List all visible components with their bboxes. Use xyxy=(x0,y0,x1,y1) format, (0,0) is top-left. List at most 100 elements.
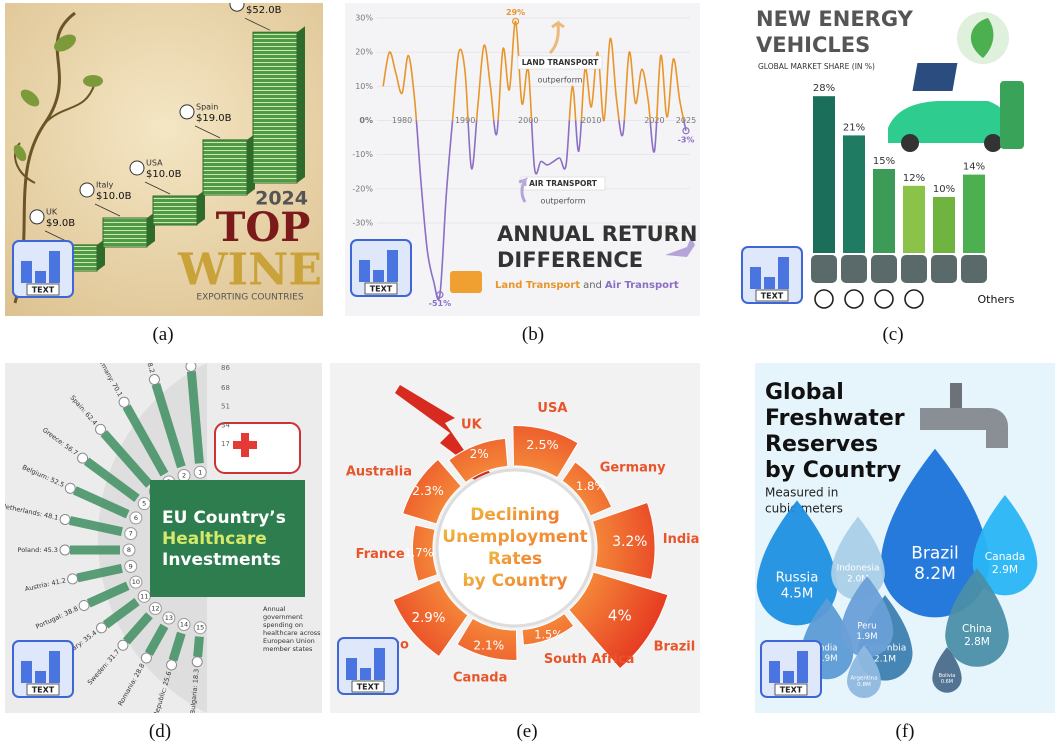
car xyxy=(961,255,987,283)
wheel xyxy=(901,134,919,152)
flag xyxy=(95,423,107,435)
point xyxy=(682,127,690,135)
data-label: 12% xyxy=(903,173,925,184)
icon-bar xyxy=(49,251,60,283)
annotation-arrow xyxy=(548,20,565,55)
data-label: 10% xyxy=(933,184,955,195)
icon-label: TEXT xyxy=(32,286,55,295)
wedge xyxy=(568,571,669,670)
drop xyxy=(972,495,1038,596)
data-label: 3.2% xyxy=(612,534,647,550)
rank-badge xyxy=(124,559,138,573)
data-label: 2.5% xyxy=(526,438,558,453)
title: ANNUAL RETURN xyxy=(497,222,697,246)
x-tick-label: Others xyxy=(978,293,1015,306)
car xyxy=(901,255,927,283)
truck xyxy=(450,271,482,293)
data-label: 29% xyxy=(506,8,525,17)
annotation-box xyxy=(517,55,603,70)
y-tick-label: -10% xyxy=(352,150,373,159)
data-label: 1.8% xyxy=(576,479,606,493)
drop xyxy=(847,645,881,698)
car xyxy=(888,101,1013,143)
flag xyxy=(117,639,129,651)
charger xyxy=(1000,81,1024,149)
data-label: 4.5M xyxy=(781,587,814,602)
category-label: China xyxy=(962,623,992,635)
bar xyxy=(83,457,140,502)
x-tick-label: 2025 xyxy=(676,116,696,125)
wedge xyxy=(512,425,579,479)
stack-side xyxy=(297,26,305,184)
bar xyxy=(86,581,130,608)
data-label: 2.9M xyxy=(992,563,1018,576)
category-label: UK xyxy=(461,417,483,432)
icon-bar xyxy=(769,661,780,683)
flag xyxy=(79,182,95,198)
data-label: 28% xyxy=(813,83,835,94)
title: DIFFERENCE xyxy=(497,248,643,272)
flag xyxy=(229,3,245,12)
title-box xyxy=(150,480,305,597)
rank-label: 11 xyxy=(140,592,148,600)
line xyxy=(382,20,687,301)
rank-label: 10 xyxy=(132,578,140,586)
annotation-text: outperform xyxy=(540,197,585,206)
decline-arrow xyxy=(395,385,500,488)
bar xyxy=(963,174,985,253)
x-tick-label: 1990 xyxy=(455,116,475,125)
rank-label: 15 xyxy=(196,624,204,632)
drop xyxy=(756,500,838,626)
y-tick-label: 0% xyxy=(359,116,373,125)
bar xyxy=(843,135,865,253)
subtitle: GLOBAL MARKET SHARE (IN %) xyxy=(758,62,875,71)
rank-badge xyxy=(162,611,176,625)
caption: (d) xyxy=(148,721,172,742)
annotation-title: LAND TRANSPORT xyxy=(522,58,599,67)
y-tick-label: 30% xyxy=(355,14,373,23)
icon-label: TEXT xyxy=(32,686,55,695)
rank-badge xyxy=(129,511,143,525)
icon-bar xyxy=(35,671,46,683)
x-tick-label: 2020 xyxy=(644,116,664,125)
flag xyxy=(78,599,90,611)
data-label: 1.9M xyxy=(856,632,877,642)
wedge xyxy=(561,461,613,517)
bar xyxy=(102,598,140,629)
data-label: 2.8M xyxy=(964,636,990,648)
bar xyxy=(72,486,130,519)
cross xyxy=(233,433,257,457)
drop xyxy=(932,647,962,693)
subtitle: Measured in xyxy=(765,486,838,500)
stack-side xyxy=(197,190,205,225)
faucet-handle xyxy=(950,383,962,408)
flag xyxy=(67,573,79,585)
flag xyxy=(129,160,145,176)
caption: (f) xyxy=(895,721,915,742)
bar xyxy=(933,197,955,253)
brand-logo xyxy=(814,289,834,309)
caption: (a) xyxy=(152,324,174,345)
flag xyxy=(140,652,152,664)
subtitle-part: Land Transport xyxy=(495,280,580,291)
x-tick-label: 1980 xyxy=(392,116,412,125)
category-label: Indonesia xyxy=(837,564,880,574)
y-tick-label: 20% xyxy=(355,48,373,57)
icon-bar xyxy=(750,267,761,289)
data-label: 8.2M xyxy=(914,564,956,584)
bar xyxy=(144,623,169,656)
leader-line xyxy=(144,181,171,195)
wedge xyxy=(402,458,462,525)
bar-group: Italy: 83.5 xyxy=(185,363,204,464)
category-label: Canada xyxy=(985,550,1026,563)
leaves xyxy=(13,34,103,162)
title: NEW ENERGY xyxy=(756,7,914,31)
brand-logo xyxy=(874,289,894,309)
category-label: India xyxy=(663,532,700,547)
flag xyxy=(96,622,108,634)
data-label: 2% xyxy=(470,447,489,461)
data-label: 2.1% xyxy=(473,638,504,652)
subtitle-part: Air Transport xyxy=(605,280,679,291)
value-label: $10.0B xyxy=(146,169,182,180)
